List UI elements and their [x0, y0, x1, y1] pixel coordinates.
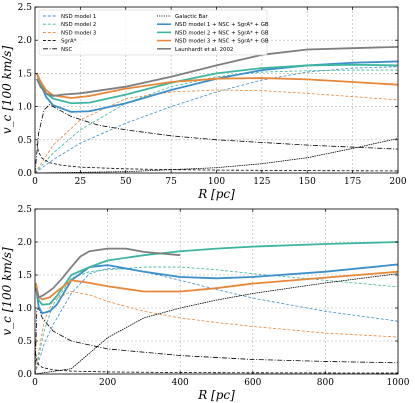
- y-tick-label: 2.0: [18, 36, 33, 46]
- y-tick-label: 0.5: [18, 337, 33, 347]
- series-line-1: [35, 66, 398, 173]
- y-tick-label: 2.0: [18, 238, 33, 248]
- legend-label: Galactic Bar: [175, 14, 209, 20]
- x-tick-label: 0: [32, 177, 38, 187]
- x-tick-label: 25: [75, 177, 87, 187]
- plot-frame: [34, 208, 399, 375]
- x-tick-label: 600: [244, 378, 261, 388]
- x-tick-label: 1000: [387, 378, 410, 388]
- legend: NSD model 1 NSD model 2 NSD model 3 SgrA* NS…: [38, 9, 269, 56]
- x-tick-label: 75: [165, 177, 177, 187]
- series-line-9: [35, 270, 398, 301]
- series-line-8: [35, 241, 398, 306]
- x-axis-label: R [pc]: [197, 388, 235, 402]
- x-tick-label: 150: [299, 177, 316, 187]
- y-tick-label: 0.5: [18, 136, 33, 146]
- x-tick-label: 200: [99, 378, 116, 388]
- x-tick-label: 800: [317, 378, 334, 388]
- x-tick-label: 100: [208, 177, 225, 187]
- x-tick-label: 125: [253, 177, 270, 187]
- x-tick-label: 175: [344, 177, 361, 187]
- y-axis-label: v_c [100 km/s]: [0, 46, 14, 135]
- legend-label: NSC: [61, 47, 72, 53]
- x-axis-label: R [pc]: [197, 187, 235, 201]
- bottom-panel: 0 200 400 600 800 1000 0.0 0.5 1.0 1.5 2.0 2.5 R [pc…: [0, 205, 410, 402]
- series-line-10: [35, 247, 181, 299]
- y-tick-label: 1.5: [18, 69, 33, 79]
- y-tick-label: 1.5: [18, 271, 33, 281]
- series-line-7: [35, 263, 398, 315]
- legend-label: NSD model 1 + NSC + SgrA* + GB: [175, 22, 269, 28]
- legend-label: Launhardt et al. 2002: [175, 47, 233, 53]
- series-line-3: [35, 291, 398, 374]
- series-line-5: [35, 307, 398, 374]
- series-line-1: [35, 268, 398, 374]
- y-tick-label: 1.0: [18, 304, 33, 314]
- series-line-6: [35, 273, 398, 374]
- x-tick-label: 0: [32, 378, 38, 388]
- y-tick-label: 0.0: [18, 370, 33, 380]
- legend-label: NSD model 3 + NSC + SgrA* + GB: [175, 39, 269, 45]
- y-tick-label: 0.0: [18, 169, 33, 179]
- series-line-10: [35, 45, 398, 97]
- legend-label: NSD model 3: [61, 30, 96, 36]
- series-line-7: [35, 60, 398, 113]
- x-tick-label: 200: [389, 177, 406, 187]
- series-line-5: [35, 104, 398, 173]
- series-line-9: [35, 73, 398, 99]
- legend-label: NSD model 2: [61, 22, 96, 28]
- y-tick-label: 2.5: [18, 205, 33, 215]
- legend-label: SgrA*: [61, 39, 77, 45]
- series-line-4: [36, 143, 398, 172]
- y-tick-label: 2.5: [18, 3, 33, 13]
- y-tick-label: 1.0: [18, 103, 33, 113]
- x-tick-label: 400: [172, 378, 189, 388]
- y-axis-label: v_c [100 km/s]: [0, 247, 14, 336]
- legend-label: NSD model 1: [61, 14, 96, 20]
- series-line-3: [35, 89, 398, 173]
- legend-label: NSD model 2 + NSC + SgrA* + GB: [175, 30, 269, 36]
- top-panel: 0 25 50 75 100 125 150 175 200 0.0 0.5 1.0 1.5 2.0 2.5…: [0, 3, 407, 201]
- x-tick-label: 50: [120, 177, 132, 187]
- series-line-4: [35, 353, 398, 374]
- legend-box: [38, 9, 268, 56]
- series-line-2: [35, 69, 398, 173]
